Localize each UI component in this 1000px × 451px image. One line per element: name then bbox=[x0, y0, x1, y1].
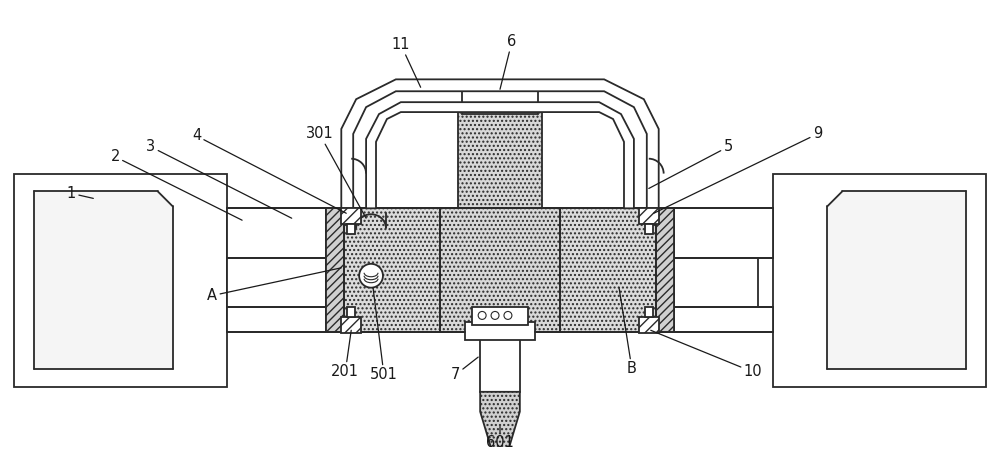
Polygon shape bbox=[458, 109, 542, 208]
Polygon shape bbox=[440, 208, 560, 332]
Text: 3: 3 bbox=[146, 139, 292, 218]
Polygon shape bbox=[639, 318, 659, 333]
Polygon shape bbox=[347, 308, 355, 318]
Text: 1: 1 bbox=[67, 186, 93, 201]
Polygon shape bbox=[645, 224, 653, 234]
Polygon shape bbox=[341, 79, 659, 208]
Polygon shape bbox=[341, 318, 361, 333]
Polygon shape bbox=[639, 208, 659, 224]
Polygon shape bbox=[560, 208, 656, 332]
Polygon shape bbox=[347, 224, 355, 234]
Text: 2: 2 bbox=[110, 149, 242, 220]
Text: 7: 7 bbox=[451, 357, 478, 382]
Polygon shape bbox=[34, 191, 173, 369]
Polygon shape bbox=[462, 84, 538, 114]
Text: 501: 501 bbox=[370, 288, 398, 382]
Polygon shape bbox=[227, 208, 346, 258]
Polygon shape bbox=[341, 208, 361, 224]
Polygon shape bbox=[480, 392, 520, 451]
Polygon shape bbox=[472, 308, 528, 325]
Polygon shape bbox=[645, 308, 653, 318]
Polygon shape bbox=[465, 322, 535, 340]
Polygon shape bbox=[659, 308, 773, 332]
Polygon shape bbox=[656, 208, 674, 332]
Polygon shape bbox=[326, 208, 344, 332]
Text: 6: 6 bbox=[500, 34, 517, 89]
Circle shape bbox=[359, 264, 383, 288]
Circle shape bbox=[491, 312, 499, 319]
Polygon shape bbox=[827, 191, 966, 369]
Polygon shape bbox=[773, 174, 986, 387]
Polygon shape bbox=[227, 258, 326, 308]
Text: B: B bbox=[619, 288, 637, 377]
Polygon shape bbox=[480, 332, 520, 392]
Text: 9: 9 bbox=[654, 126, 822, 213]
Text: 11: 11 bbox=[392, 37, 421, 87]
Polygon shape bbox=[344, 208, 440, 332]
Text: 601: 601 bbox=[486, 427, 514, 450]
Polygon shape bbox=[654, 208, 773, 258]
Polygon shape bbox=[366, 102, 634, 208]
Text: 10: 10 bbox=[651, 330, 762, 379]
Circle shape bbox=[478, 312, 486, 319]
Text: A: A bbox=[207, 268, 341, 303]
Polygon shape bbox=[14, 174, 227, 387]
Circle shape bbox=[504, 312, 512, 319]
Text: 201: 201 bbox=[331, 330, 359, 379]
Polygon shape bbox=[227, 308, 341, 332]
Polygon shape bbox=[227, 258, 326, 308]
Text: 4: 4 bbox=[192, 129, 346, 213]
Text: 5: 5 bbox=[649, 139, 733, 189]
Polygon shape bbox=[659, 258, 758, 308]
Text: 301: 301 bbox=[306, 126, 366, 218]
